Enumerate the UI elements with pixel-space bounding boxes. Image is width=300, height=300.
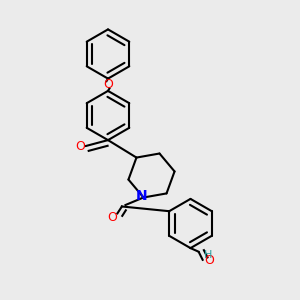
Text: O: O <box>205 254 214 267</box>
Text: O: O <box>75 140 85 153</box>
Text: O: O <box>107 211 117 224</box>
Text: O: O <box>103 78 113 91</box>
Text: H: H <box>203 250 212 260</box>
Text: N: N <box>136 189 148 203</box>
